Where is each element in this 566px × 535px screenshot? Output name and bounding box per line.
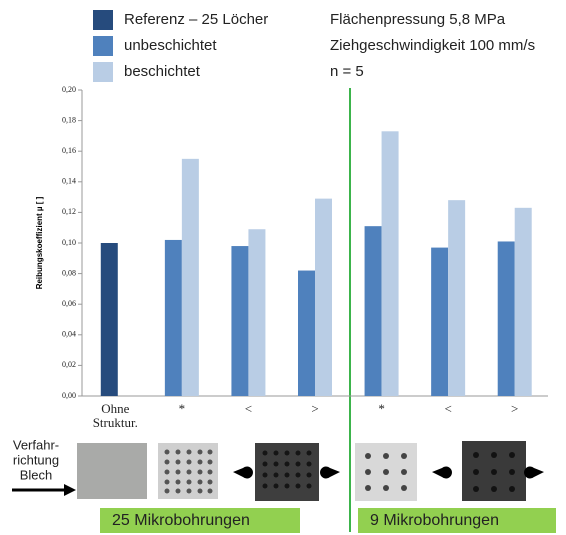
bar bbox=[181, 158, 199, 396]
x-tick-label: * bbox=[378, 401, 385, 416]
bar bbox=[231, 246, 249, 396]
y-tick-label: 0,08 bbox=[62, 268, 76, 277]
x-tick-label: * bbox=[178, 401, 186, 416]
legend-label: beschichtet bbox=[124, 63, 201, 80]
sample-image bbox=[355, 443, 417, 501]
y-tick-label: 0,06 bbox=[62, 299, 76, 308]
group-box bbox=[100, 508, 300, 533]
direction-label: Blech bbox=[20, 467, 53, 482]
y-tick-label: 0,00 bbox=[62, 391, 76, 400]
sample-image bbox=[77, 443, 147, 499]
x-tick-label: < bbox=[244, 401, 253, 416]
y-axis-label: Reibungskoeffizient µ [ ] bbox=[35, 196, 44, 289]
bar bbox=[315, 198, 332, 396]
bar bbox=[164, 239, 182, 396]
tool-shape bbox=[233, 466, 544, 479]
group-box bbox=[358, 508, 556, 533]
group-label: 9 Mikrobohrungen bbox=[370, 512, 499, 529]
x-tick-label: > bbox=[311, 401, 319, 416]
direction-label: richtung bbox=[13, 452, 59, 467]
y-tick-label: 0,18 bbox=[62, 115, 76, 124]
y-tick-label: 0,04 bbox=[62, 330, 76, 339]
bar bbox=[497, 241, 515, 396]
legend-swatch bbox=[93, 36, 113, 56]
y-tick-label: 0,10 bbox=[62, 238, 76, 247]
y-tick-label: 0,20 bbox=[62, 85, 76, 94]
legend-label: Referenz – 25 Löcher bbox=[124, 11, 268, 28]
x-tick-label: < bbox=[444, 401, 452, 416]
legend-label: unbeschichtet bbox=[124, 37, 217, 54]
sample-image bbox=[158, 443, 218, 499]
legend-swatch bbox=[93, 10, 113, 30]
condition: Flächenpressung 5,8 MPa bbox=[330, 11, 506, 28]
bar bbox=[364, 226, 382, 396]
x-tick-label: > bbox=[511, 401, 519, 416]
direction-label: Verfahr- bbox=[13, 437, 59, 452]
y-tick-label: 0,02 bbox=[62, 360, 76, 369]
condition: Ziehgeschwindigkeit 100 mm/s bbox=[330, 37, 535, 54]
sample-image bbox=[462, 441, 526, 501]
y-tick-label: 0,14 bbox=[62, 177, 76, 186]
bar bbox=[248, 229, 266, 396]
bar bbox=[100, 243, 118, 396]
condition: n = 5 bbox=[330, 63, 364, 80]
x-tick-label: Ohne Struktur. bbox=[92, 401, 138, 430]
bar bbox=[514, 207, 532, 396]
direction-arrow-head bbox=[64, 484, 76, 496]
group-label: 25 Mikrobohrungen bbox=[112, 512, 250, 529]
sample-image bbox=[255, 443, 319, 501]
legend-swatch bbox=[93, 62, 113, 82]
bar bbox=[431, 247, 449, 396]
bar bbox=[298, 270, 315, 396]
bar bbox=[381, 131, 399, 396]
y-tick-label: 0,16 bbox=[62, 146, 76, 155]
y-tick-label: 0,12 bbox=[62, 207, 76, 216]
bar bbox=[448, 200, 466, 396]
